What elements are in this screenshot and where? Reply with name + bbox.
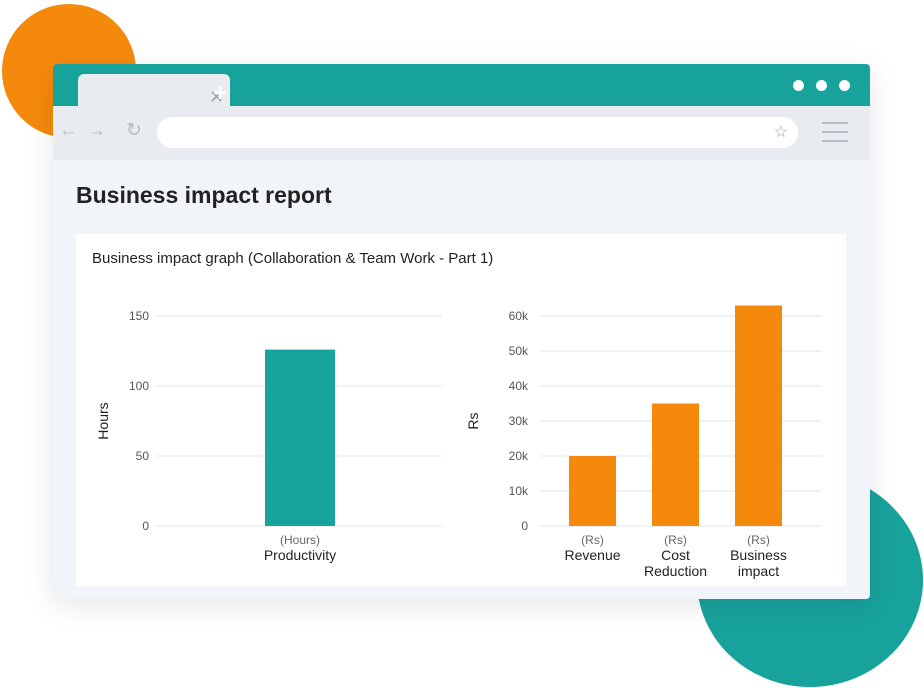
- charts-svg: 0 50 100 150 Hours (Hours)Productivity 0 10k 20k…: [95, 305, 822, 579]
- browser-toolbar: ← → ↻ ☆: [53, 106, 870, 160]
- browser-window: ✕ + ← → ↻ ☆ Business impact report Busin…: [53, 64, 870, 599]
- y-tick-label: 50k: [509, 344, 529, 358]
- y-tick-label: 60k: [509, 309, 529, 323]
- y-tick-label: 0: [521, 519, 528, 533]
- reload-icon[interactable]: ↻: [126, 120, 142, 141]
- page-title: Business impact report: [76, 182, 332, 208]
- hamburger-menu-icon[interactable]: [822, 122, 848, 149]
- window-dot-icon[interactable]: [816, 80, 827, 91]
- back-arrow-icon[interactable]: ←: [59, 120, 78, 141]
- x-unit-label: (Rs): [581, 533, 604, 547]
- close-tab-icon[interactable]: ✕: [209, 87, 225, 107]
- x-category-label: Productivity: [264, 547, 336, 563]
- x-unit-label: (Hours): [280, 533, 320, 547]
- y-tick-label: 50: [136, 449, 150, 463]
- browser-tab[interactable]: ✕: [78, 74, 230, 108]
- tab-bar: ✕ +: [53, 64, 870, 108]
- y-axis-label: Hours: [95, 402, 111, 439]
- graph-card: Business impact graph (Collaboration & T…: [76, 234, 846, 586]
- bar: [265, 349, 335, 526]
- bar: [569, 456, 616, 526]
- y-tick-label: 40k: [509, 379, 529, 393]
- bar: [652, 403, 699, 526]
- x-category-label: impact: [738, 563, 779, 579]
- x-category-label: Business: [730, 547, 787, 563]
- bar: [735, 305, 782, 526]
- new-tab-icon[interactable]: +: [213, 80, 228, 107]
- x-unit-label: (Rs): [747, 533, 770, 547]
- y-tick-label: 100: [129, 379, 149, 393]
- window-dot-icon[interactable]: [839, 80, 850, 91]
- x-category-label: Revenue: [564, 547, 620, 563]
- y-tick-label: 30k: [509, 414, 529, 428]
- y-axis-label: Rs: [465, 412, 481, 429]
- x-category-label: Reduction: [644, 563, 707, 579]
- y-tick-label: 0: [142, 519, 149, 533]
- window-controls: [793, 80, 850, 91]
- forward-arrow-icon[interactable]: →: [87, 120, 106, 141]
- window-dot-icon[interactable]: [793, 80, 804, 91]
- y-tick-label: 150: [129, 309, 149, 323]
- y-tick-label: 20k: [509, 449, 529, 463]
- bookmark-star-icon[interactable]: ☆: [773, 124, 788, 141]
- x-unit-label: (Rs): [664, 533, 687, 547]
- graph-title: Business impact graph (Collaboration & T…: [92, 250, 494, 267]
- address-bar[interactable]: ☆: [157, 117, 798, 148]
- y-tick-label: 10k: [509, 484, 529, 498]
- x-category-label: Cost: [661, 547, 690, 563]
